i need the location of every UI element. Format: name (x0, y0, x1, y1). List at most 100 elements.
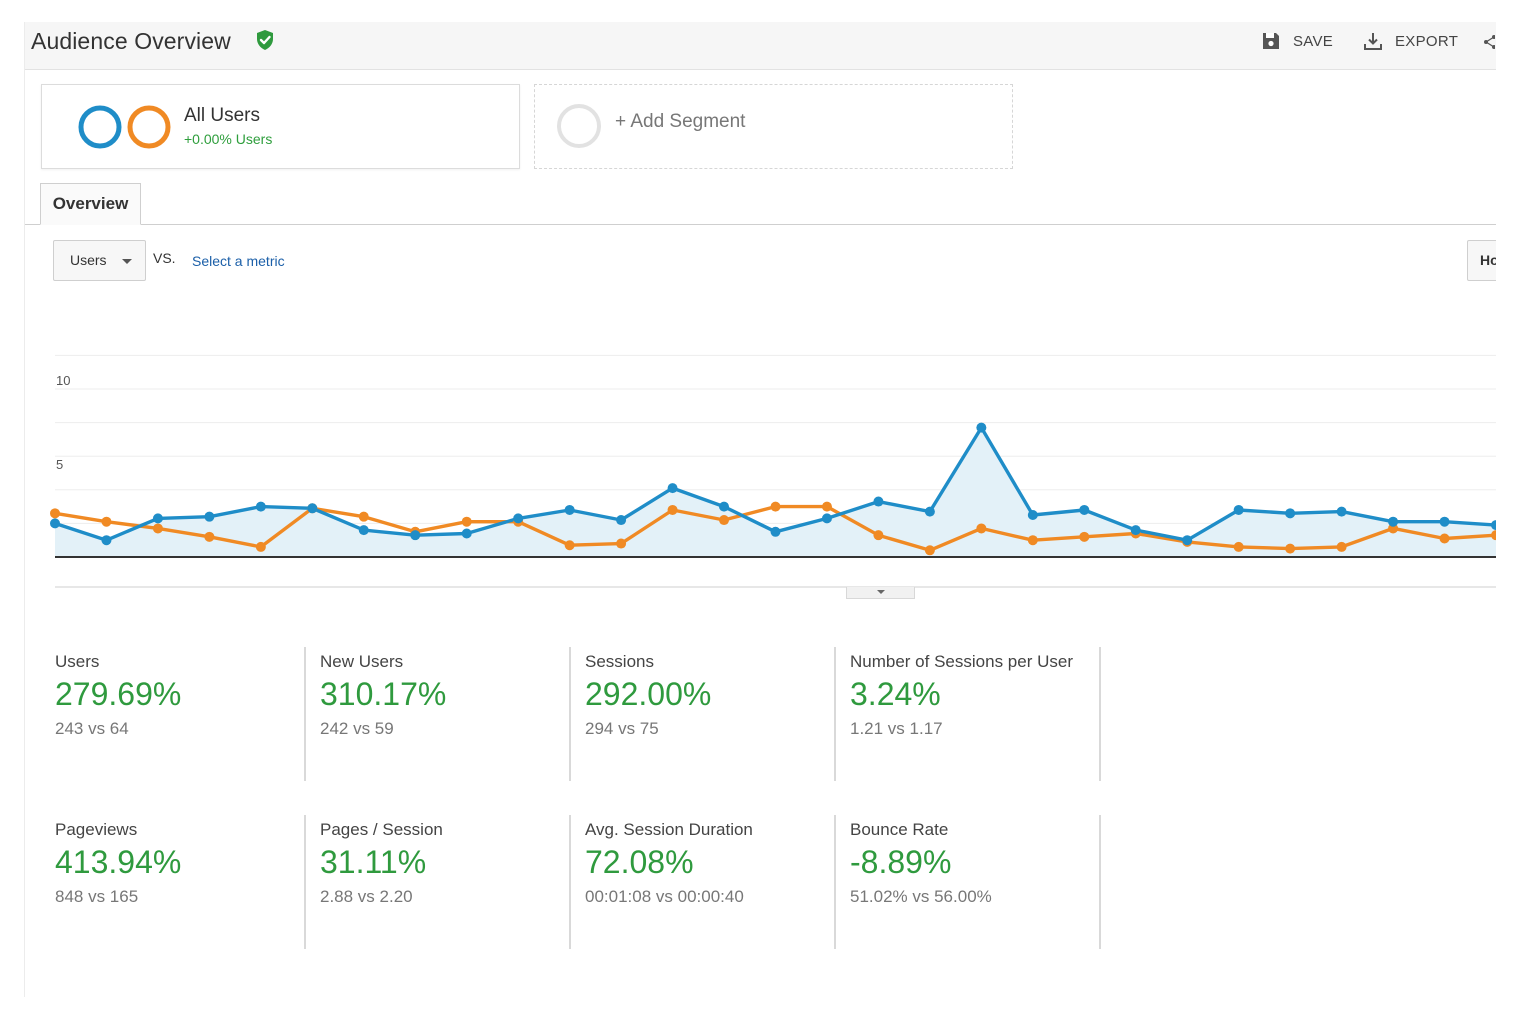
previous-series-point (1079, 531, 1090, 542)
current-series-point (1027, 510, 1038, 520)
segment-circles-icon (78, 105, 171, 149)
current-series-point (50, 518, 60, 529)
save-button[interactable]: SAVE (1261, 31, 1333, 51)
previous-series-point (667, 504, 678, 515)
scorecard-label: Number of Sessions per User (850, 652, 1073, 671)
previous-series-point (873, 530, 884, 541)
scorecard-value: 279.69% (55, 676, 182, 712)
previous-series-point (924, 545, 935, 556)
verified-shield-icon (257, 30, 273, 50)
previous-series-point (1027, 535, 1038, 546)
select-metric-link[interactable]: Select a metric (192, 253, 285, 269)
previous-series-point (101, 516, 112, 527)
previous-series-point (564, 540, 575, 551)
scorecard-compare: 294 vs 75 (585, 719, 659, 738)
save-label: SAVE (1293, 32, 1334, 50)
tab-overview[interactable]: Overview (40, 183, 141, 225)
previous-series-point (1336, 541, 1347, 552)
scorecard-compare: 242 vs 59 (320, 719, 394, 738)
scorecard-sessions-per-user: Number of Sessions per User 3.24% 1.21 v… (834, 647, 1101, 781)
chart-collapse-toggle[interactable] (846, 587, 915, 599)
scorecard-compare: 1.21 vs 1.17 (850, 719, 943, 738)
scorecard-compare: 51.02% vs 56.00% (850, 887, 992, 906)
scorecard-label: Avg. Session Duration (585, 820, 753, 839)
scorecard-sessions: Sessions 292.00% 294 vs 75 (569, 647, 833, 781)
scorecard-label: Bounce Rate (850, 820, 949, 839)
previous-series-point (204, 531, 215, 542)
previous-series-point (255, 541, 266, 552)
current-series-point (873, 496, 884, 507)
current-series-point (667, 483, 678, 494)
current-series-point (358, 525, 369, 536)
segment-stat: +0.00% Users (184, 131, 273, 147)
scorecard-value: 413.94% (55, 844, 182, 880)
chevron-down-icon (122, 259, 132, 264)
previous-series-point (1285, 543, 1296, 554)
previous-series-point (719, 515, 730, 526)
previous-series-point (1439, 533, 1450, 544)
scorecard-compare: 243 vs 64 (55, 719, 129, 738)
metric-dropdown[interactable]: Users (53, 240, 146, 281)
previous-series-point (1491, 530, 1496, 541)
scorecard-value: -8.89% (850, 844, 952, 880)
scorecard-value: 72.08% (585, 844, 694, 880)
previous-series-point (358, 511, 369, 522)
scorecard-new-users: New Users 310.17% 242 vs 59 (304, 647, 568, 781)
previous-series-point (461, 516, 472, 527)
current-series-point (1182, 535, 1193, 546)
scorecard-compare: 00:01:08 vs 00:00:40 (585, 887, 744, 906)
save-icon (1263, 33, 1279, 49)
previous-series-point (976, 523, 987, 534)
page-title: Audience Overview (31, 28, 231, 54)
scorecard-label: Pageviews (55, 820, 138, 839)
scorecard-value: 3.24% (850, 676, 941, 712)
current-series-point (1388, 516, 1399, 527)
chart-y-ticks: 10 5 (56, 373, 70, 472)
current-series-point (770, 526, 781, 537)
add-segment-button[interactable]: + Add Segment (534, 84, 1013, 169)
current-series-point (152, 513, 163, 524)
current-series-point (255, 501, 266, 512)
metric-dropdown-value: Users (70, 252, 107, 268)
scorecard-compare: 848 vs 165 (55, 887, 139, 906)
previous-series-point (152, 523, 163, 534)
segment-all-users[interactable]: All Users +0.00% Users (41, 84, 520, 169)
scorecard-value: 292.00% (585, 676, 712, 712)
scorecard-bounce-rate: Bounce Rate -8.89% 51.02% vs 56.00% (834, 815, 1101, 949)
granularity-button[interactable]: Ho (1467, 240, 1496, 281)
current-series-point (1130, 525, 1141, 536)
current-series-point (307, 503, 318, 514)
share-icon[interactable] (1483, 34, 1495, 50)
current-series-point (821, 513, 832, 524)
vs-label: VS. (153, 250, 176, 266)
current-series-point (513, 513, 524, 524)
current-series-points (50, 422, 1496, 546)
scorecard-value: 31.11% (320, 844, 427, 880)
current-series-point (924, 506, 935, 517)
current-series-point (1336, 506, 1347, 517)
current-series-point (719, 501, 730, 512)
current-series-point (1233, 504, 1244, 515)
export-button[interactable]: EXPORT (1363, 31, 1458, 51)
previous-series-point (821, 501, 832, 512)
report-header: Audience Overview SAVE EXPORT (25, 22, 1496, 70)
chevron-down-icon (877, 590, 885, 594)
current-series-point (1491, 520, 1496, 531)
audience-overview-panel: Audience Overview SAVE EXPORT (24, 22, 1496, 997)
scorecard-label: New Users (320, 652, 404, 671)
current-series-point (410, 530, 421, 541)
granularity-label: Ho (1480, 252, 1496, 268)
current-series-point (976, 422, 987, 433)
users-line-chart: 10 5 (50, 354, 1496, 588)
segment-name: All Users (184, 105, 261, 126)
current-series-point (564, 504, 575, 515)
scorecard-value: 310.17% (320, 676, 447, 712)
current-series-point (1079, 504, 1090, 515)
current-series-point (616, 515, 627, 526)
tab-divider (25, 224, 1496, 225)
scorecard-avg-session-duration: Avg. Session Duration 72.08% 00:01:08 vs… (569, 815, 833, 949)
previous-series-point (770, 501, 781, 512)
download-icon (1364, 33, 1382, 50)
previous-series-point (616, 538, 627, 549)
add-segment-label: + Add Segment (615, 111, 746, 132)
